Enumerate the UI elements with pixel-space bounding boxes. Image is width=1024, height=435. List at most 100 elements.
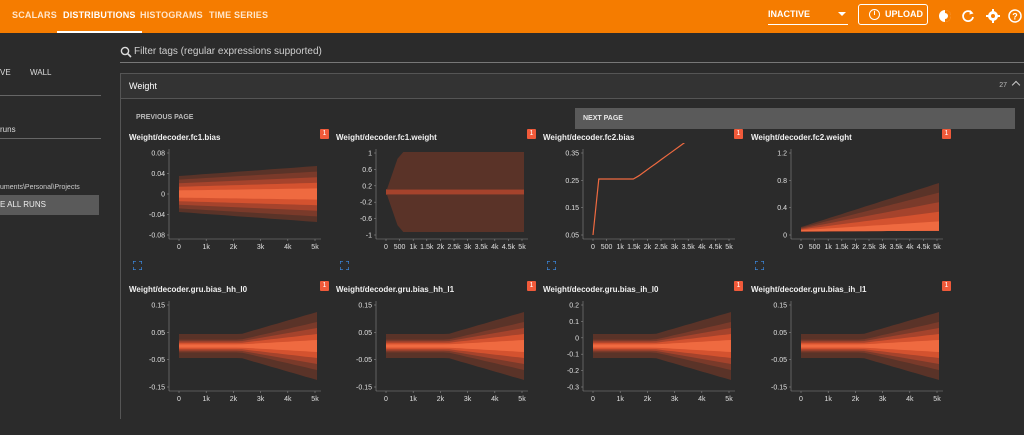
x-tick-label: 3.5k: [682, 244, 696, 251]
refresh-icon[interactable]: [961, 9, 975, 23]
distribution-chart[interactable]: 0.15 0.05 -0.05 -0.15 0 1k 2k 3k 4k 5k: [129, 295, 325, 409]
fullscreen-icon[interactable]: [547, 261, 556, 270]
y-tick-label: 0.4: [777, 205, 787, 212]
y-tick-label: -0.1: [567, 352, 579, 359]
run-status-value: INACTIVE: [768, 9, 811, 19]
card-title: Weight/decoder.gru.bias_ih_l0: [543, 285, 659, 294]
x-tick-label: 3k: [257, 396, 265, 403]
x-tick-label: 1k: [409, 244, 417, 251]
card-title: Weight/decoder.fc2.weight: [751, 133, 852, 142]
distribution-chart[interactable]: 0.08 0.04 0 -0.04 -0.08 0 1k 2k 3k 4k 5k: [129, 143, 325, 257]
x-tick-label: 5k: [933, 396, 941, 403]
upload-button[interactable]: i UPLOAD: [858, 4, 928, 25]
run-count-badge: 1: [527, 129, 536, 139]
fullscreen-icon[interactable]: [340, 261, 349, 270]
x-tick-label: 5k: [518, 396, 526, 403]
tab-scalars[interactable]: SCALARS: [12, 10, 57, 20]
x-tick-label: 4k: [698, 244, 706, 251]
x-tick-label: 1.5k: [627, 244, 641, 251]
x-tick-label: 1k: [824, 244, 832, 251]
next-page-button[interactable]: NEXT PAGE: [575, 108, 1015, 129]
fullscreen-icon[interactable]: [133, 261, 142, 270]
x-tick-label: 5k: [933, 244, 941, 251]
x-tick-label: 0: [799, 244, 803, 251]
tab-histograms[interactable]: HISTOGRAMS: [140, 10, 203, 20]
card-title: Weight/decoder.fc2.bias: [543, 133, 635, 142]
distribution-chart[interactable]: 0.35 0.25 0.15 0.05 0 500 1k 1.5k 2k 2.5k 3k 3.5k 4k…: [543, 143, 739, 257]
distribution-band: [179, 188, 317, 200]
x-tick-label: 2.5k: [862, 244, 876, 251]
y-tick-label: 0.05: [151, 330, 165, 337]
y-tick-label: 0.08: [151, 151, 165, 158]
previous-page-button[interactable]: PREVIOUS PAGE: [136, 114, 194, 121]
x-tick-label: 0: [177, 244, 181, 251]
section-header-weight[interactable]: Weight 27: [120, 73, 1024, 99]
x-tick-label: 3.5k: [475, 244, 489, 251]
x-tick-label: 4k: [491, 244, 499, 251]
time-option-relative[interactable]: VE: [0, 68, 11, 77]
y-tick-label: -0.6: [360, 216, 372, 223]
x-tick-label: 1k: [202, 396, 210, 403]
tab-time-series[interactable]: TIME SERIES: [209, 10, 269, 20]
fullscreen-icon[interactable]: [755, 261, 764, 270]
x-tick-label: 2k: [644, 244, 652, 251]
distribution-chart[interactable]: 0.2 0.1 0 -0.1 -0.2 -0.3 0 1k 2k 3k 4k 5k: [543, 295, 739, 409]
x-tick-label: 1k: [409, 396, 417, 403]
run-count-badge: 1: [942, 129, 951, 139]
brightness-icon[interactable]: [938, 9, 952, 23]
settings-icon[interactable]: [986, 9, 1000, 23]
y-tick-label: 1: [368, 151, 372, 158]
x-tick-label: 0: [384, 244, 388, 251]
time-option-wall[interactable]: WALL: [30, 68, 52, 77]
section-panel: [120, 99, 1024, 419]
x-tick-label: 2k: [230, 396, 238, 403]
x-tick-label: 1k: [616, 396, 624, 403]
distribution-card: Weight/decoder.fc2.weight 1 1.2 0.8 0.4 0 0 500…: [751, 129, 951, 283]
x-tick-label: 2k: [852, 244, 860, 251]
y-tick-label: 0.05: [773, 330, 787, 337]
y-tick-label: -0.2: [567, 368, 579, 375]
chevron-up-icon[interactable]: [1011, 80, 1021, 90]
y-tick-label: -0.05: [149, 357, 165, 364]
tab-distributions[interactable]: DISTRIBUTIONS: [57, 0, 142, 33]
distribution-chart[interactable]: 10.60.2-0.2-0.6-10 500 1k 1.5k 2k 2.5k 3k 3.5k 4…: [336, 143, 532, 257]
x-tick-label: 0: [591, 244, 595, 251]
card-title: Weight/decoder.fc1.weight: [336, 133, 437, 142]
x-tick-label: 1k: [202, 244, 210, 251]
y-tick-label: 0.2: [362, 183, 372, 190]
x-tick-label: 3k: [671, 396, 679, 403]
distribution-card: Weight/decoder.fc1.weight 1 1 0.6 0.2 -0.2 -0.…: [336, 129, 536, 283]
distribution-band: [593, 340, 731, 352]
y-tick-label: -0.2: [360, 200, 372, 207]
distribution-chart[interactable]: 0.15 0.05 -0.05 -0.15 0 1k 2k 3k 4k 5k: [751, 295, 947, 409]
x-tick-label: 0: [591, 396, 595, 403]
distribution-card: Weight/decoder.gru.bias_ih_l0 1 0.2 0.1 0 -0.…: [543, 281, 743, 435]
runs-filter-input[interactable]: runs: [0, 125, 16, 134]
x-tick-label: 4k: [906, 244, 914, 251]
section-count: 27: [999, 82, 1007, 89]
distribution-chart[interactable]: 1.2 0.8 0.4 0 0 500 1k 1.5k 2k 2.5k 3k 3.5k 4k 4.5k 5k: [751, 143, 947, 257]
run-count-badge: 1: [527, 281, 536, 291]
run-status-select[interactable]: INACTIVE: [768, 7, 848, 25]
x-tick-label: 5k: [311, 396, 319, 403]
help-icon[interactable]: ?: [1008, 9, 1022, 23]
y-tick-label: 1.2: [777, 151, 787, 158]
distribution-card: Weight/decoder.gru.bias_ih_l1 1 0.15 0.05 -0…: [751, 281, 951, 435]
run-path[interactable]: uments\Personal\Projects: [0, 184, 80, 191]
tag-filter-input[interactable]: Filter tags (regular expressions support…: [120, 43, 1024, 63]
x-tick-label: 3k: [464, 396, 472, 403]
y-tick-label: 0.25: [565, 178, 579, 185]
x-tick-label: 0: [799, 396, 803, 403]
x-tick-label: 4k: [698, 396, 706, 403]
x-tick-label: 1k: [616, 244, 624, 251]
x-tick-label: 500: [394, 244, 406, 251]
distribution-chart[interactable]: 0.15 0.05 -0.05 -0.15 0 1k 2k 3k 4k 5k: [336, 295, 532, 409]
card-title: Weight/decoder.gru.bias_hh_l1: [336, 285, 455, 294]
x-tick-label: 2k: [230, 244, 238, 251]
run-count-badge: 1: [734, 129, 743, 139]
x-tick-label: 4.5k: [917, 244, 931, 251]
y-tick-label: 0.15: [151, 303, 165, 310]
x-tick-label: 3.5k: [890, 244, 904, 251]
y-tick-label: 0.15: [565, 205, 579, 212]
toggle-all-runs-button[interactable]: E ALL RUNS: [0, 195, 99, 215]
